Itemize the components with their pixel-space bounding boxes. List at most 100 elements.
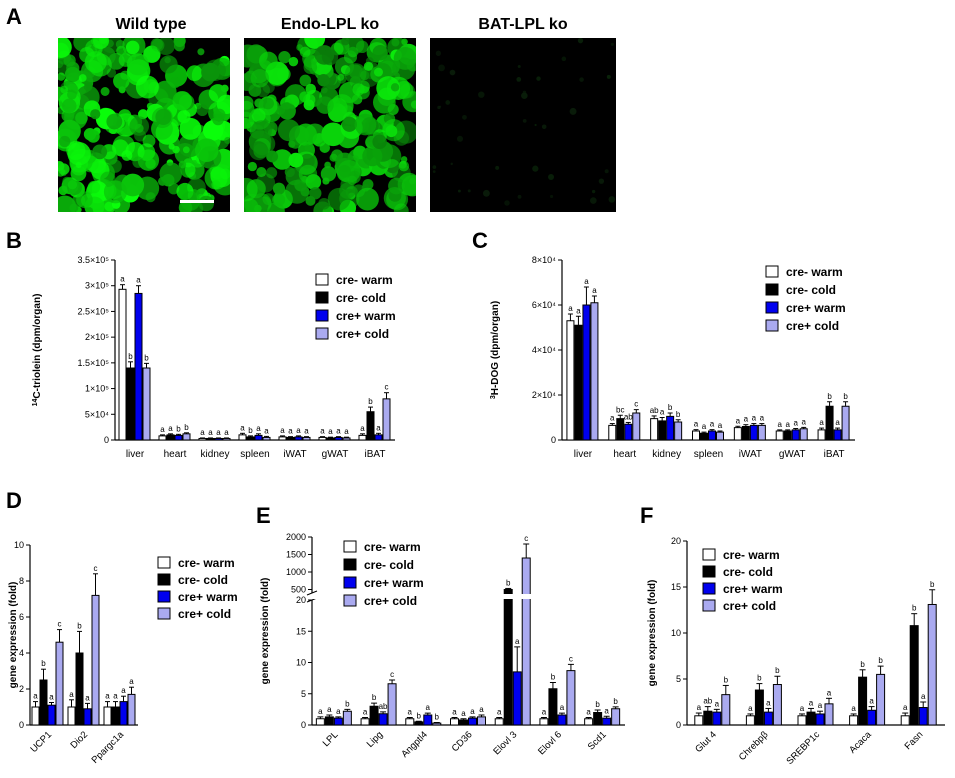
bar — [763, 711, 773, 726]
cell-blob — [59, 135, 71, 148]
bar — [326, 437, 335, 441]
cell-blob — [66, 140, 86, 161]
cell-blob — [75, 161, 82, 169]
legend-swatch — [343, 540, 357, 553]
cell-blob — [317, 74, 330, 87]
bar — [414, 721, 424, 726]
cell-blob — [104, 201, 115, 212]
bar — [825, 405, 834, 441]
y-axis-label: gene expression (fold) — [8, 582, 19, 689]
cell-blob — [482, 189, 490, 197]
cell-blob — [244, 100, 255, 118]
cell-blob — [154, 80, 177, 104]
cell-blob — [198, 195, 214, 212]
cell-blob — [254, 204, 262, 212]
bar — [733, 427, 742, 441]
significance-letter: b — [345, 699, 350, 708]
legend-swatch — [157, 573, 171, 586]
significance-letter: a — [584, 277, 589, 286]
bar — [608, 424, 617, 441]
significance-letter: a — [694, 420, 699, 429]
significance-letter: a — [851, 704, 856, 713]
bar — [703, 710, 713, 726]
cell-blob — [391, 38, 400, 47]
cell-blob — [362, 146, 383, 167]
bar — [927, 603, 937, 726]
significance-letter: a — [801, 417, 806, 426]
significance-letter: a — [85, 693, 90, 702]
legend-swatch — [343, 558, 357, 571]
y-tick-label: 10 — [296, 658, 306, 668]
cell-blob — [265, 167, 278, 179]
cell-blob — [272, 182, 286, 195]
cell-blob — [321, 86, 328, 94]
bar — [806, 711, 816, 726]
cell-blob — [73, 38, 93, 52]
cell-blob — [344, 63, 367, 85]
cell-blob — [262, 193, 275, 206]
y-axis-label: 14C-triolein (dpm/organ) — [32, 294, 44, 407]
micrograph-endo-lpl-ko — [244, 38, 416, 212]
bar — [757, 424, 766, 441]
significance-letter: b — [551, 673, 556, 682]
panel-label-c: C — [472, 228, 488, 253]
legend-label: cre+ cold — [178, 607, 231, 621]
y-tick-label: 0 — [104, 435, 109, 445]
category-label: Elovl 6 — [536, 729, 564, 757]
bar — [557, 714, 567, 726]
cell-blob — [432, 170, 436, 173]
cell-blob — [598, 178, 605, 184]
significance-letter: a — [586, 708, 591, 717]
y-axis-label: gene expression (fold) — [260, 578, 271, 685]
category-label: iWAT — [283, 449, 306, 460]
significance-letter: b — [757, 674, 762, 683]
bar — [918, 707, 928, 726]
cell-blob — [327, 97, 348, 118]
bar — [262, 436, 271, 441]
cell-blob — [182, 146, 190, 154]
bar — [126, 367, 135, 441]
significance-letter: a — [515, 637, 520, 646]
cell-blob — [113, 72, 130, 90]
bar — [39, 679, 48, 726]
category-label: kidney — [201, 449, 230, 460]
legend-swatch — [157, 607, 171, 620]
legend-swatch — [765, 301, 779, 314]
y-tick-label: 0 — [301, 720, 306, 730]
panel-label-a: A — [6, 4, 22, 29]
category-label: Acaca — [847, 729, 874, 756]
significance-letter: a — [216, 428, 221, 437]
cell-blob — [299, 46, 311, 58]
bar — [521, 557, 531, 726]
cell-blob — [172, 91, 192, 111]
bar — [334, 436, 343, 441]
cell-blob — [272, 193, 286, 207]
image-title-endo-lpl-ko: Endo-LPL ko — [280, 16, 380, 33]
significance-letter: a — [760, 414, 765, 423]
cell-blob — [304, 144, 312, 152]
cell-blob — [390, 83, 400, 92]
cell-blob — [532, 165, 539, 172]
bar — [815, 713, 825, 726]
category-label: gWAT — [322, 449, 349, 460]
significance-letter: a — [777, 420, 782, 429]
bar — [700, 432, 708, 441]
significance-letter: b — [417, 711, 422, 720]
bar — [382, 398, 391, 441]
cell-blob — [398, 160, 410, 172]
bar — [182, 433, 191, 441]
y-tick-label: 1.5×10⁵ — [77, 358, 109, 368]
cell-blob — [278, 51, 291, 64]
y-axis-label: gene expression (fold) — [647, 580, 658, 687]
cell-blob — [244, 177, 258, 202]
y-tick-label: 2000 — [286, 532, 306, 542]
bar — [378, 713, 388, 726]
y-tick-label: 10 — [671, 628, 681, 638]
cell-blob — [259, 51, 278, 71]
cell-blob — [374, 67, 383, 77]
bar — [432, 722, 442, 726]
significance-letter: a — [744, 415, 749, 424]
y-tick-label: 1×10⁵ — [85, 384, 109, 394]
significance-letter: c — [58, 620, 62, 629]
